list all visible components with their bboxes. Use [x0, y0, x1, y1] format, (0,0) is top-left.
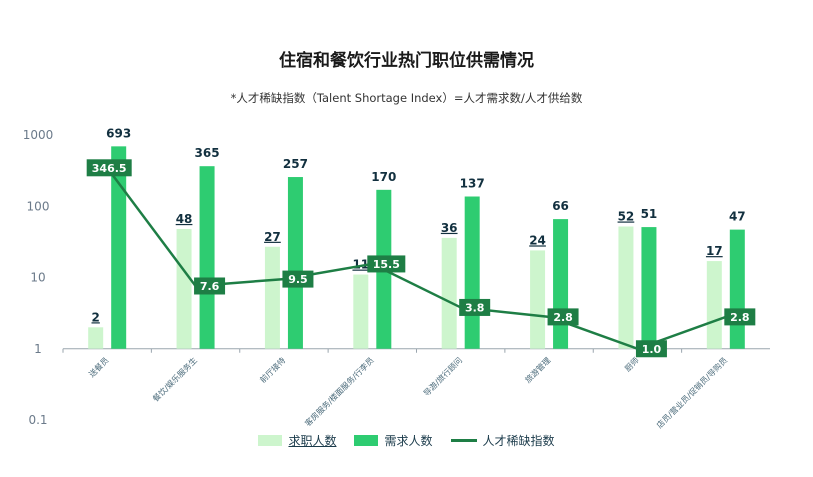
- bar-label-supply: 52: [618, 209, 635, 223]
- bar-label-demand: 137: [460, 177, 485, 191]
- legend-item-ratio[interactable]: 人才稀缺指数: [450, 432, 555, 449]
- y-tick-label: 1000: [23, 128, 54, 142]
- ratio-label: 3.8: [459, 298, 491, 316]
- bar-supply: [264, 246, 280, 349]
- ratio-label-text: 9.5: [288, 273, 308, 286]
- bar-supply: [353, 274, 369, 349]
- ratio-label: 7.6: [194, 277, 226, 295]
- bar-label-demand: 365: [195, 146, 220, 160]
- ratio-label-bg: [86, 159, 132, 177]
- y-tick-label: 100: [27, 199, 50, 213]
- ratio-label-bg: [194, 277, 226, 295]
- x-tick-label: 送餐员: [87, 355, 111, 379]
- ratio-label-bg: [724, 308, 756, 326]
- y-tick-label: 0.1: [28, 413, 47, 427]
- ratio-label-bg: [635, 340, 667, 358]
- ratio-label-text: 7.6: [200, 280, 220, 293]
- bar-demand: [199, 166, 215, 349]
- chart-title: 住宿和餐饮行业热门职位供需情况: [279, 51, 534, 71]
- bar-demand: [287, 177, 303, 349]
- bar-demand: [729, 229, 745, 349]
- ratio-label-text: 346.5: [92, 162, 127, 175]
- x-tick-label: 导游/旅行顾问: [421, 355, 464, 398]
- bar-supply: [176, 228, 192, 349]
- legend-swatch-ratio: [450, 439, 477, 442]
- bar-label-demand: 693: [106, 126, 131, 140]
- x-tick-label: 客房服务/楼面服务/行李员: [303, 355, 376, 428]
- x-tick-label: 前厅接待: [258, 355, 288, 385]
- ratio-label-bg: [282, 270, 314, 288]
- chart-subtitle: *人才稀缺指数（Talent Shortage Index）=人才需求数/人才供…: [230, 91, 583, 105]
- x-tick-label: 店员/营业员/促销员/导购员: [654, 355, 729, 430]
- bar-demand: [553, 219, 569, 349]
- bar-label-demand: 66: [552, 199, 569, 213]
- bar-label-supply: 11: [352, 258, 369, 272]
- ratio-label: 346.5: [86, 159, 132, 177]
- ratio-label-text: 2.8: [730, 311, 750, 324]
- bar-label-demand: 51: [641, 207, 658, 221]
- bar-label-demand: 170: [371, 170, 396, 184]
- y-tick-label: 1: [34, 342, 42, 356]
- x-tick-label: 旅游管理: [523, 355, 553, 385]
- legend-label-demand: 需求人数: [384, 434, 433, 448]
- legend-label-ratio: 人才稀缺指数: [482, 434, 555, 448]
- ratio-label: 9.5: [282, 270, 314, 288]
- bar-demand: [464, 196, 480, 349]
- chart-legend: 求职人数 需求人数 人才稀缺指数: [0, 432, 813, 449]
- ratio-label-bg: [459, 298, 491, 316]
- bar-label-supply: 27: [264, 230, 281, 244]
- ratio-label: 2.8: [724, 308, 756, 326]
- bar-supply: [618, 226, 634, 349]
- bar-label-demand: 47: [729, 210, 746, 224]
- ratio-label: 15.5: [367, 255, 406, 273]
- ratio-label: 1.0: [635, 340, 667, 358]
- bar-label-demand: 257: [283, 157, 308, 171]
- bar-supply: [706, 261, 722, 349]
- ratio-label-text: 3.8: [465, 301, 485, 314]
- bar-demand: [641, 227, 657, 349]
- legend-label-supply: 求职人数: [288, 434, 337, 448]
- legend-item-supply[interactable]: 求职人数: [258, 432, 336, 449]
- y-tick-label: 10: [30, 271, 45, 285]
- bar-label-supply: 24: [529, 233, 546, 247]
- ratio-label-text: 2.8: [553, 311, 573, 324]
- bar-label-supply: 48: [176, 212, 193, 226]
- x-tick-label: 餐饮/娱乐服务生: [150, 355, 199, 404]
- ratio-label: 2.8: [547, 308, 579, 326]
- ratio-label-bg: [367, 255, 406, 273]
- bar-supply: [441, 237, 457, 349]
- legend-swatch-supply: [258, 435, 283, 446]
- x-tick-label: 厨师: [622, 355, 640, 373]
- ratio-label-text: 15.5: [373, 258, 400, 271]
- bar-supply: [530, 250, 546, 349]
- legend-item-demand[interactable]: 需求人数: [354, 432, 433, 449]
- ratio-label-text: 1.0: [642, 343, 662, 356]
- bar-supply: [88, 327, 104, 349]
- legend-swatch-demand: [354, 435, 379, 446]
- bar-label-supply: 2: [92, 310, 100, 324]
- bar-label-supply: 36: [441, 221, 458, 235]
- bar-demand: [111, 146, 127, 349]
- bar-label-supply: 17: [706, 244, 723, 258]
- ratio-label-bg: [547, 308, 579, 326]
